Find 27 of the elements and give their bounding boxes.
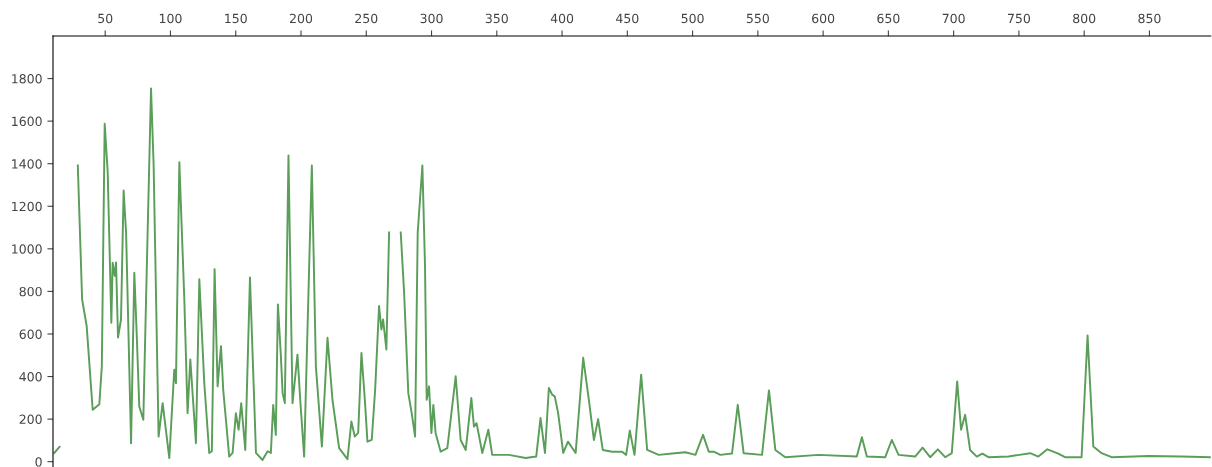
x-tick-label: 550 — [746, 13, 769, 24]
x-tick-label: 350 — [485, 13, 508, 24]
x-tick-label: 500 — [681, 13, 704, 24]
y-tick-label: 400 — [19, 372, 42, 382]
x-tick-label: 250 — [355, 13, 378, 24]
x-tick-label: 150 — [225, 13, 247, 24]
y-tick-label: 800 — [19, 286, 42, 297]
x-tick-label: 450 — [616, 13, 639, 24]
x-tick-label: 300 — [420, 13, 443, 24]
x-tick-label: 100 — [159, 13, 182, 24]
y-tick-label: 1000 — [12, 244, 42, 254]
y-tick-label: 1200 — [12, 201, 42, 212]
y-tick-label: 600 — [19, 329, 42, 339]
x-tick-label: 400 — [550, 13, 574, 24]
x-tick-label: 750 — [1008, 13, 1031, 24]
x-tick-label: 200 — [289, 13, 313, 24]
x-tick-label: 650 — [877, 13, 900, 24]
x-tick-label: 50 — [98, 13, 113, 24]
y-tick-label: 0 — [35, 457, 42, 467]
y-tick-label: 1400 — [12, 159, 42, 169]
y-tick-label: 200 — [19, 414, 42, 425]
x-tick-label: 600 — [812, 13, 835, 24]
x-tick-label: 700 — [942, 13, 965, 24]
y-tick-label: 1600 — [12, 116, 42, 127]
x-tick-label: 800 — [1073, 13, 1096, 24]
y-tick-label: 1800 — [12, 74, 42, 84]
x-tick-label: 850 — [1138, 13, 1161, 24]
